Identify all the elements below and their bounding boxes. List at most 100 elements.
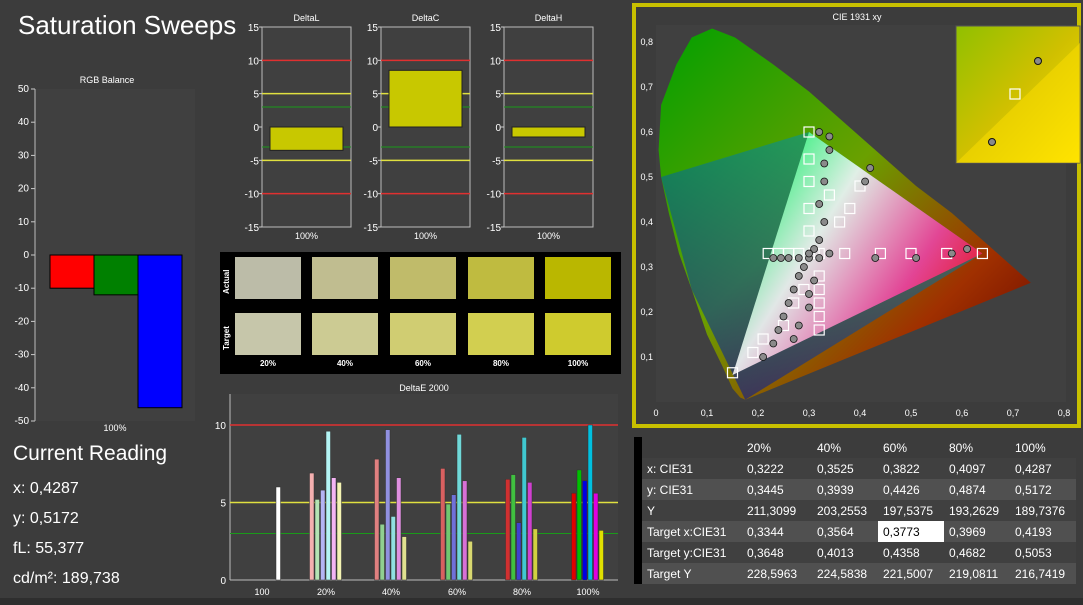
table-cell: 0,5053 <box>1010 542 1076 563</box>
cie-target-square <box>813 297 825 309</box>
table-cell: 193,2629 <box>944 500 1010 521</box>
table-row: y: CIE31 0,3445 0,3939 0,4426 0,4874 0,5172 <box>634 479 1076 500</box>
cie-measured-point <box>794 321 803 330</box>
rgb-tick-label: 10 <box>18 217 30 228</box>
delta-tick-label: 0 <box>253 123 259 134</box>
table-cell: Target x:CIE31 <box>634 521 742 542</box>
delta-tick-label: 15 <box>490 23 502 34</box>
table-cell: 0,4358 <box>878 542 944 563</box>
deltae-bar <box>582 480 588 581</box>
delta-tick-label: -15 <box>364 223 379 234</box>
cie-x-tick: 0,2 <box>752 408 765 418</box>
table-cell: 0,5172 <box>1010 479 1076 500</box>
cie-target-square <box>813 283 825 296</box>
deltae-bar <box>275 486 281 581</box>
delta-tick-label: 5 <box>495 90 501 101</box>
deltae-bar <box>516 522 522 581</box>
cie-y-tick: 0,5 <box>640 172 653 182</box>
deltae-x-label: 40% <box>382 587 400 597</box>
actual-patch <box>390 257 456 299</box>
target-patch <box>545 313 611 355</box>
cie-measured-point <box>774 326 783 334</box>
deltae-tick-label: 0 <box>220 576 226 587</box>
cie-measured-point <box>810 245 819 253</box>
cie-x-tick: 0,4 <box>854 408 867 418</box>
rgb-tick-label: 20 <box>18 184 30 195</box>
cie-title: CIE 1931 xy <box>832 12 882 22</box>
cie-x-tick: 0,7 <box>1007 408 1020 418</box>
cie-y-tick: 0,6 <box>640 127 653 137</box>
cie-measured-point <box>825 132 834 141</box>
cie-measured-point <box>810 276 819 285</box>
rgb-tick-label: -20 <box>15 316 30 327</box>
cie-measured-point <box>947 249 956 258</box>
target-patch <box>312 313 378 355</box>
cie-y-tick: 0,8 <box>640 37 653 47</box>
cie-target-square <box>803 126 815 138</box>
table-header-cell: 80% <box>944 437 1010 458</box>
table-cell: 0,3525 <box>812 458 878 479</box>
cie-inset-measured-point <box>988 138 996 146</box>
table-cell: 0,3939 <box>812 479 878 500</box>
delta-x-label: 100% <box>414 231 437 241</box>
cie-measured-point <box>815 236 824 244</box>
actual-patch <box>468 257 534 299</box>
deltae-bar <box>527 482 533 581</box>
delta-tick-label: 10 <box>490 56 502 67</box>
delta-tick-label: -5 <box>492 156 501 167</box>
deltae-tick-label: 5 <box>220 499 226 510</box>
cie-inset-target-square <box>1009 88 1021 100</box>
rgb-bar-g <box>93 254 139 296</box>
cie-target-square <box>803 175 815 188</box>
table-cell: x: CIE31 <box>634 458 742 479</box>
delta-tick-label: 10 <box>367 56 379 67</box>
delta-tick-label: -15 <box>245 223 260 234</box>
table-cell: 0,3773 <box>878 521 944 542</box>
table-cell: 0,3222 <box>742 458 812 479</box>
cie-target-square <box>905 247 917 260</box>
cie-measured-point <box>799 263 808 271</box>
cie-target-square <box>839 247 851 260</box>
table-cell: 189,7376 <box>1010 500 1076 521</box>
table-cell: Target y:CIE31 <box>634 542 742 563</box>
cie-target-square <box>813 324 825 336</box>
delta-tick-label: 15 <box>367 23 379 34</box>
cie-target-square <box>803 153 815 165</box>
rgb-tick-label: -50 <box>15 416 30 427</box>
deltae-bar <box>598 530 604 581</box>
deltae-bar <box>462 480 468 581</box>
delta-tick-label: -15 <box>487 223 502 234</box>
cie-target-square <box>803 202 815 215</box>
cie-measured-point <box>861 177 870 186</box>
reading-cdm2: cd/m²: 189,738 <box>13 570 120 587</box>
cie-inset-shade <box>956 43 1080 163</box>
table-cell: 0,3344 <box>742 521 812 542</box>
target-label: Target <box>222 326 231 350</box>
table-cell: 211,3099 <box>742 500 812 521</box>
table-header-cell: 100% <box>1010 437 1076 458</box>
table-cell: 203,2553 <box>812 500 878 521</box>
delta-x-label: 100% <box>295 231 318 241</box>
delta-charts: DeltaL 15 10 5 0 -5 -10 -15 100% DeltaC 15 10 5 0 -5 -1… <box>245 13 594 241</box>
delta-tick-label: -5 <box>369 156 378 167</box>
deltae-bar <box>440 468 446 581</box>
cie-y-tick: 0,7 <box>640 82 653 92</box>
table-header-cell: 40% <box>812 437 878 458</box>
table-cell: 0,4013 <box>812 542 878 563</box>
delta-bar <box>388 69 463 128</box>
rgb-tick-label: -40 <box>15 383 30 394</box>
rgb-x-label: 100% <box>103 423 126 433</box>
deltae-bar <box>314 499 320 581</box>
deltae-x-label: 100 <box>254 587 269 597</box>
deltae-bar <box>445 503 451 581</box>
deltae-bar <box>505 479 511 581</box>
table-cell: Target Y <box>634 563 742 584</box>
color-patches: 20% 40% 60% 80% 100% Actual Target <box>220 252 621 374</box>
delta-tick-label: -10 <box>487 190 502 201</box>
table-row: Target Y 228,5963 224,5838 221,5007 219,0811… <box>634 563 1076 584</box>
cie-measured-point <box>871 254 880 262</box>
cie-measured-point <box>815 128 824 136</box>
deltae-bar <box>571 492 577 581</box>
table-header-row: 20% 40% 60% 80% 100% <box>634 437 1076 458</box>
table-cell: 0,3648 <box>742 542 812 563</box>
